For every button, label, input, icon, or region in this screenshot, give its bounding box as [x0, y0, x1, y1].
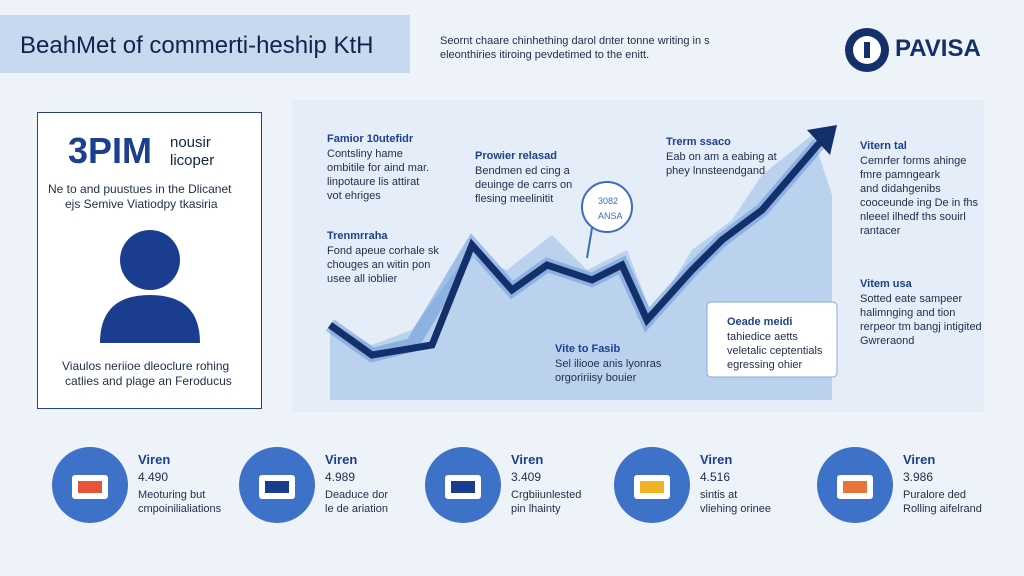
profile-footer: catlies and plage an Feroducus [65, 374, 232, 388]
annotation-text: deuinge de carrs on [475, 179, 573, 191]
annotation-text: orgoririisy bouier [555, 372, 637, 384]
annotation-text: phey lnnsteendgand [666, 165, 766, 177]
profile-intro: ejs Semive Viatiodpy tkasiria [65, 197, 218, 211]
profile-side: nousir [170, 134, 211, 151]
stat-text: cmpoinilialiations [138, 503, 222, 515]
annotation-text: linpotaure lis attirat [327, 176, 420, 188]
stat-text: pin lhainty [511, 503, 561, 515]
annotation-text: Gwreraond [860, 335, 915, 347]
annotation-text: Sel iliooe anis lyonras [555, 358, 662, 370]
profile-footer: Viaulos neriioe dleoclure rohing [62, 359, 230, 373]
stat-icon [425, 447, 501, 523]
stat-text: Deaduce dor [325, 489, 388, 501]
stat-icon [817, 447, 893, 523]
annotation-text: veletalic ceptentials [727, 345, 823, 357]
stat-text: le de ariation [325, 503, 388, 515]
stat-icon [52, 447, 128, 523]
stat-value: 4.989 [325, 470, 356, 484]
annotation-text: Contsliny hame [327, 148, 403, 160]
annotation-text: egressing ohier [727, 359, 803, 371]
annotation-text: usee all ioblier [327, 273, 398, 285]
annotation-text: flesing meelinitit [475, 193, 554, 205]
stat-text: sintis at [700, 489, 738, 501]
annotation-title: Prowier relasad [475, 150, 557, 162]
bubble-text: ANSA [598, 211, 623, 221]
annotation-text: halimnging and tion [860, 307, 956, 319]
title: BeahMet of commerti-heship KtH [20, 32, 374, 59]
stat-label: Viren [903, 452, 936, 467]
annotation-text: cooceunde ing De in fhs [860, 197, 979, 209]
annotation-text: chouges an witin pon [327, 259, 431, 271]
trend-graphic [325, 125, 838, 400]
logo-icon [845, 28, 889, 72]
subtitle: eleonthiries itiroing pevdetimed to the … [440, 49, 650, 61]
stat-value: 3.409 [511, 470, 542, 484]
annotation-text: fmre pamngeark [860, 169, 941, 181]
stat-icon [239, 447, 315, 523]
profile-big: 3PIM [68, 130, 153, 171]
avatar [100, 230, 200, 343]
title-bar [0, 15, 410, 73]
stat-label: Viren [511, 452, 544, 467]
annotation-text: Sotted eate sampeer [860, 293, 963, 305]
stat-text: Puralore ded [903, 489, 966, 501]
stat-label: Viren [325, 452, 358, 467]
stat-text: vliehing orinee [700, 503, 771, 515]
annotation-text: Fond apeue corhale sk [327, 245, 439, 257]
annotation-title: Oeade meidi [727, 316, 793, 328]
annotation-title: Trenmrraha [327, 230, 388, 242]
stat-label: Viren [700, 452, 733, 467]
annotation-title: Famior 10utefidr [327, 133, 414, 145]
logo: PAVISA [895, 35, 981, 62]
annotation-text: and didahgenibs [860, 183, 941, 195]
annotation-text: ombitile for aind mar. [327, 162, 430, 174]
annotation-text: Cemrfer forms ahinge [860, 155, 967, 167]
annotation-text: nleeel ilhedf ths souirl [860, 211, 966, 223]
stat-text: Rolling aifelrand [903, 503, 982, 515]
annotation-text: Bendmen ed cing a [475, 165, 570, 177]
stat-value: 4.516 [700, 470, 731, 484]
stat-label: Viren [138, 452, 171, 467]
annotation-text: rantacer [860, 225, 901, 237]
stat-icon [614, 447, 690, 523]
annotation-text: vot ehriges [327, 190, 381, 202]
annotation-title: Vitem usa [860, 278, 912, 290]
subtitle: Seornt chaare chinhething darol dnter to… [440, 35, 710, 47]
annotation-text: tahiedice aetts [727, 331, 798, 343]
stat-value: 4.490 [138, 470, 169, 484]
bubble-text: 3082 [598, 196, 619, 206]
stat-text: Meoturing but [138, 489, 206, 501]
annotation-text: rerpeor tm bangj intigited [860, 321, 982, 333]
annotation-text: Eab on am a eabing at [666, 151, 777, 163]
stat-text: Crgbiiunlested [511, 489, 582, 501]
profile-side: licoper [170, 152, 215, 169]
annotation-title: Trerm ssaco [666, 136, 731, 148]
annotation-title: Vite to Fasib [555, 343, 621, 355]
profile-intro: Ne to and puustues in the Dlicanet [48, 182, 232, 196]
annotation-title: Vitern tal [860, 140, 907, 152]
stat-value: 3.986 [903, 470, 934, 484]
